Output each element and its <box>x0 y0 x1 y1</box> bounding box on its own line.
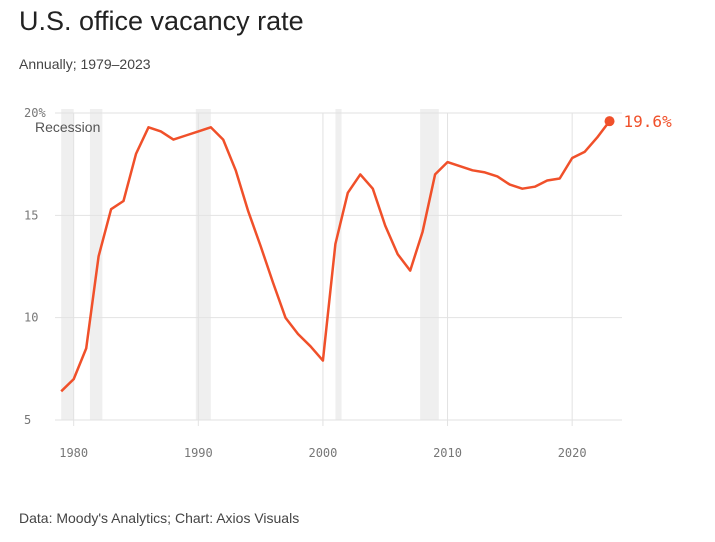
x-tick-label-2020: 2020 <box>558 446 587 460</box>
x-tick-label-1980: 1980 <box>59 446 88 460</box>
y-tick-label-20: 20% <box>24 106 46 120</box>
y-tick-label-10: 10 <box>24 311 38 325</box>
recession-band-4 <box>420 109 439 420</box>
x-tick-label-1990: 1990 <box>184 446 213 460</box>
recession-band-2 <box>195 109 211 420</box>
end-value-label: 19.6% <box>624 112 673 131</box>
y-axis: 20% 15 10 5 <box>24 106 46 427</box>
source-note: Data: Moody's Analytics; Chart: Axios Vi… <box>19 510 300 526</box>
y-tick-label-5: 5 <box>24 413 31 427</box>
recession-band-0 <box>61 109 74 420</box>
recession-band-3 <box>335 109 342 420</box>
series-line-office-vacancy <box>60 120 611 393</box>
grid-lines <box>55 112 622 426</box>
chart-title: U.S. office vacancy rate <box>19 6 304 36</box>
recession-label: Recession <box>35 119 100 135</box>
x-tick-label-2000: 2000 <box>308 446 337 460</box>
recession-bands <box>61 109 439 420</box>
end-point-marker <box>604 116 615 127</box>
recession-band-1 <box>89 109 103 420</box>
x-tick-label-2010: 2010 <box>433 446 462 460</box>
x-axis: 1980 1990 2000 2010 2020 <box>59 446 586 460</box>
chart-subtitle: Annually; 1979–2023 <box>19 56 151 72</box>
y-tick-label-15: 15 <box>24 208 38 222</box>
